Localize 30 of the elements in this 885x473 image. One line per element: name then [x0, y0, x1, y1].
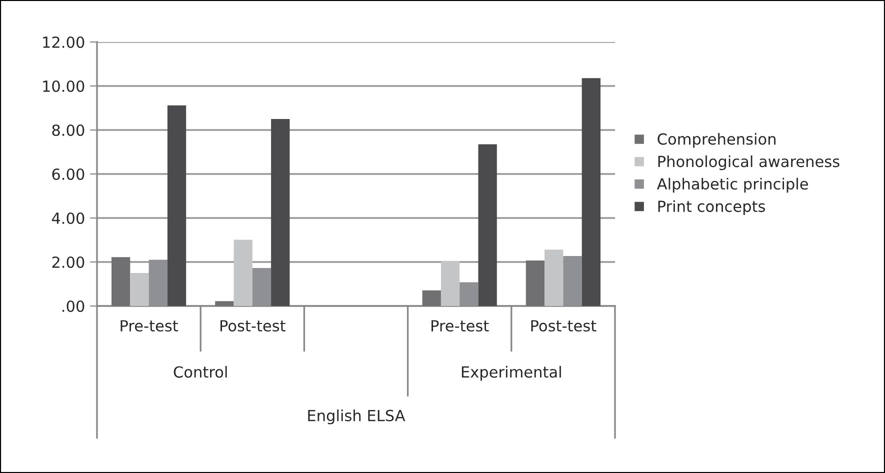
- bar: [112, 257, 130, 306]
- bar: [130, 273, 149, 306]
- bar: [215, 301, 234, 306]
- bar: [440, 260, 460, 306]
- y-tick-label: 2.00: [52, 256, 84, 268]
- text: Experimental: [462, 366, 561, 381]
- bar: [234, 240, 252, 306]
- legend-label: Alphabetic principle: [656, 178, 808, 193]
- bar: [478, 144, 497, 306]
- bar: [582, 78, 600, 306]
- x-tick-label: Pre-test: [432, 320, 489, 332]
- y-tick-label: 12.00: [43, 36, 84, 48]
- x-tick-label: Pre-test: [120, 320, 178, 332]
- bar: [167, 105, 186, 306]
- text: Control: [174, 366, 227, 378]
- y-tick-label: 8.00: [52, 124, 84, 136]
- y-tick-label: 10.00: [43, 80, 84, 92]
- bar: [422, 290, 441, 306]
- legend-label: Print concepts: [658, 200, 765, 216]
- legend-label: Phonological awareness: [658, 155, 840, 170]
- y-tick-label: 6.00: [52, 168, 84, 180]
- text: English ELSA: [308, 409, 406, 424]
- bar: [271, 119, 290, 306]
- y-tick-label: 4.00: [52, 212, 84, 224]
- bar: [544, 250, 564, 306]
- x-tick-label: Post-test: [531, 320, 596, 332]
- x-tick-label: Post-test: [220, 320, 286, 332]
- y-tick-label: .00: [62, 300, 84, 312]
- bar: [526, 260, 545, 306]
- legend-label: Comprehension: [658, 132, 776, 148]
